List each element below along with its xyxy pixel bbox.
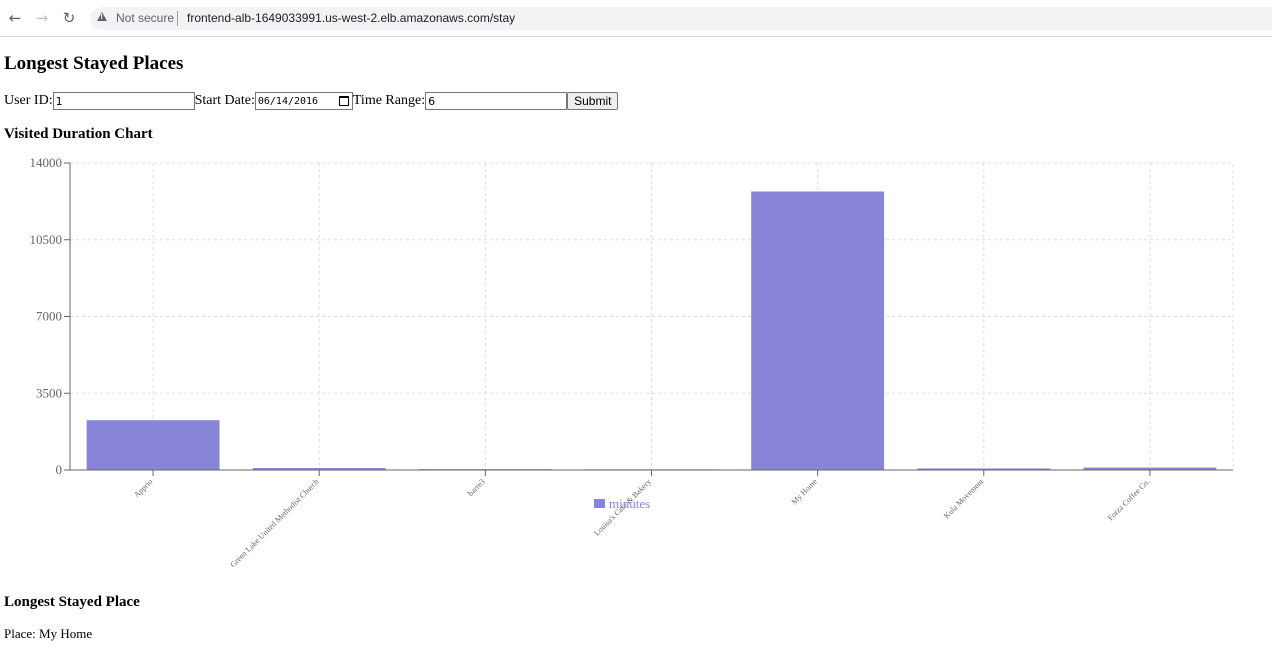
- bar: [917, 468, 1051, 470]
- bar: [1083, 467, 1217, 470]
- x-tick-label: Kula Movement: [942, 477, 986, 521]
- start-date-value: 06/14/2016: [257, 95, 319, 107]
- reload-icon[interactable]: ↻: [62, 9, 76, 27]
- warning-icon[interactable]: [97, 12, 107, 21]
- security-label[interactable]: Not secure: [116, 11, 175, 25]
- page-title: Longest Stayed Places: [4, 53, 184, 74]
- y-tick-label: 10500: [30, 232, 63, 247]
- start-date-input[interactable]: 06/14/2016: [254, 92, 353, 110]
- user-id-input[interactable]: [52, 92, 195, 110]
- start-date-label: Start Date:: [194, 93, 255, 108]
- longest-place-line: Place: My Home: [4, 626, 92, 642]
- address-separator: [177, 11, 178, 26]
- address-bar[interactable]: [90, 7, 1272, 30]
- y-tick-label: 7000: [36, 309, 62, 324]
- time-range-label: Time Range:: [352, 93, 426, 108]
- query-form: User ID: Start Date: 06/14/2016 Time Ran…: [4, 91, 619, 111]
- y-tick-label: 3500: [36, 385, 62, 400]
- x-tick-label: Green Lake United Methodist Church: [228, 477, 320, 569]
- bar: [751, 191, 885, 470]
- y-tick-label: 14000: [30, 155, 63, 170]
- visited-duration-chart: 0 3500 7000 10500 14000 Apprio Green Lake Unit…: [0, 150, 1272, 580]
- legend-swatch: [594, 499, 605, 508]
- calendar-icon[interactable]: [338, 96, 349, 106]
- place-value: My Home: [39, 626, 93, 641]
- result-heading: Longest Stayed Place: [4, 594, 140, 610]
- y-tick-label: 0: [56, 462, 63, 477]
- x-tick-label: Apprio: [132, 477, 154, 499]
- chart-heading: Visited Duration Chart: [4, 126, 153, 142]
- chart-svg: 0 3500 7000 10500 14000 Apprio Green Lake Unit…: [30, 155, 1234, 569]
- browser-toolbar: ← → ↻ Not secure frontend-alb-1649033991…: [0, 0, 1272, 37]
- user-id-label: User ID:: [4, 93, 53, 108]
- forward-arrow-icon[interactable]: →: [35, 9, 49, 27]
- legend-label: minutes: [609, 496, 650, 511]
- submit-button[interactable]: Submit: [567, 92, 619, 110]
- url-text[interactable]: frontend-alb-1649033991.us-west-2.elb.am…: [187, 11, 516, 25]
- back-arrow-icon[interactable]: ←: [8, 9, 22, 27]
- x-tick-label: Forza Coffee Co.: [1106, 477, 1151, 522]
- bar: [252, 468, 386, 470]
- place-label: Place:: [4, 626, 40, 641]
- x-tick-label: barre3: [466, 477, 487, 498]
- x-tick-label: My Home: [790, 477, 820, 507]
- bar: [86, 420, 220, 470]
- time-range-input[interactable]: [425, 92, 568, 110]
